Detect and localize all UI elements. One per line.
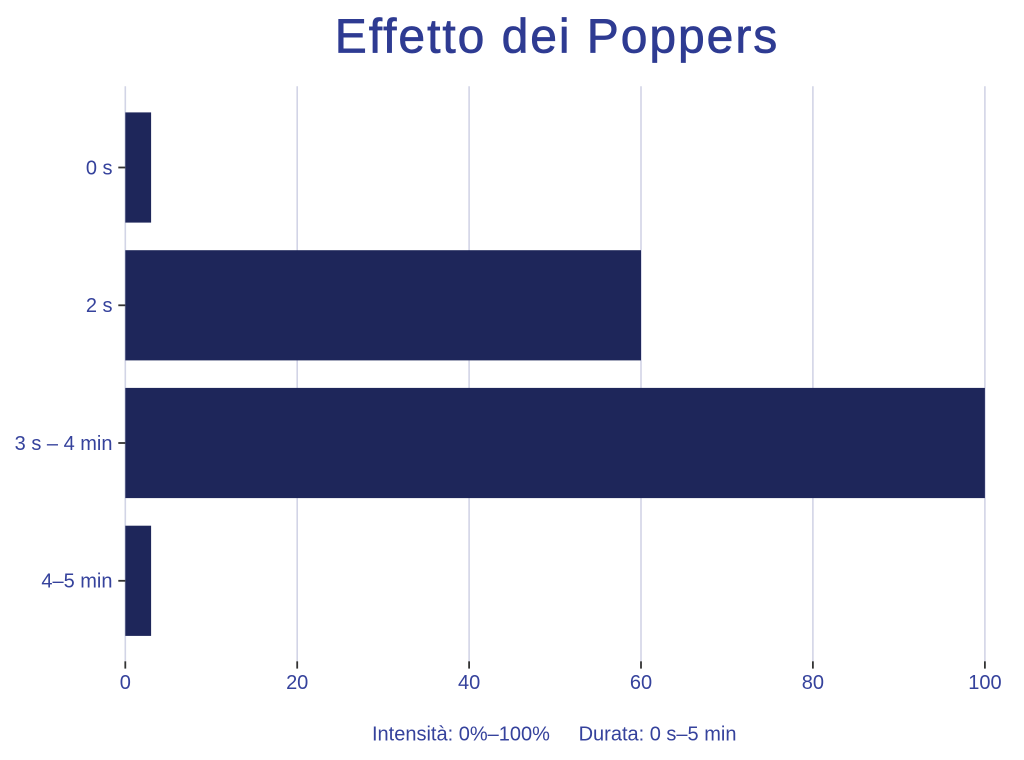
svg-text:2 s: 2 s	[86, 295, 113, 317]
svg-text:Effetto dei Poppers: Effetto dei Poppers	[335, 11, 779, 64]
svg-text:40: 40	[458, 672, 480, 694]
svg-text:100: 100	[968, 672, 1001, 694]
svg-text:20: 20	[286, 672, 308, 694]
svg-text:0: 0	[120, 672, 131, 694]
svg-text:80: 80	[802, 672, 824, 694]
svg-text:Intensità: 0%–100%: Intensità: 0%–100%	[372, 724, 550, 746]
svg-text:Durata: 0 s–5 min: Durata: 0 s–5 min	[579, 724, 737, 746]
svg-text:3 s – 4 min: 3 s – 4 min	[15, 433, 113, 455]
svg-text:4–5 min: 4–5 min	[41, 571, 112, 593]
svg-text:0 s: 0 s	[86, 157, 113, 179]
svg-text:60: 60	[630, 672, 652, 694]
